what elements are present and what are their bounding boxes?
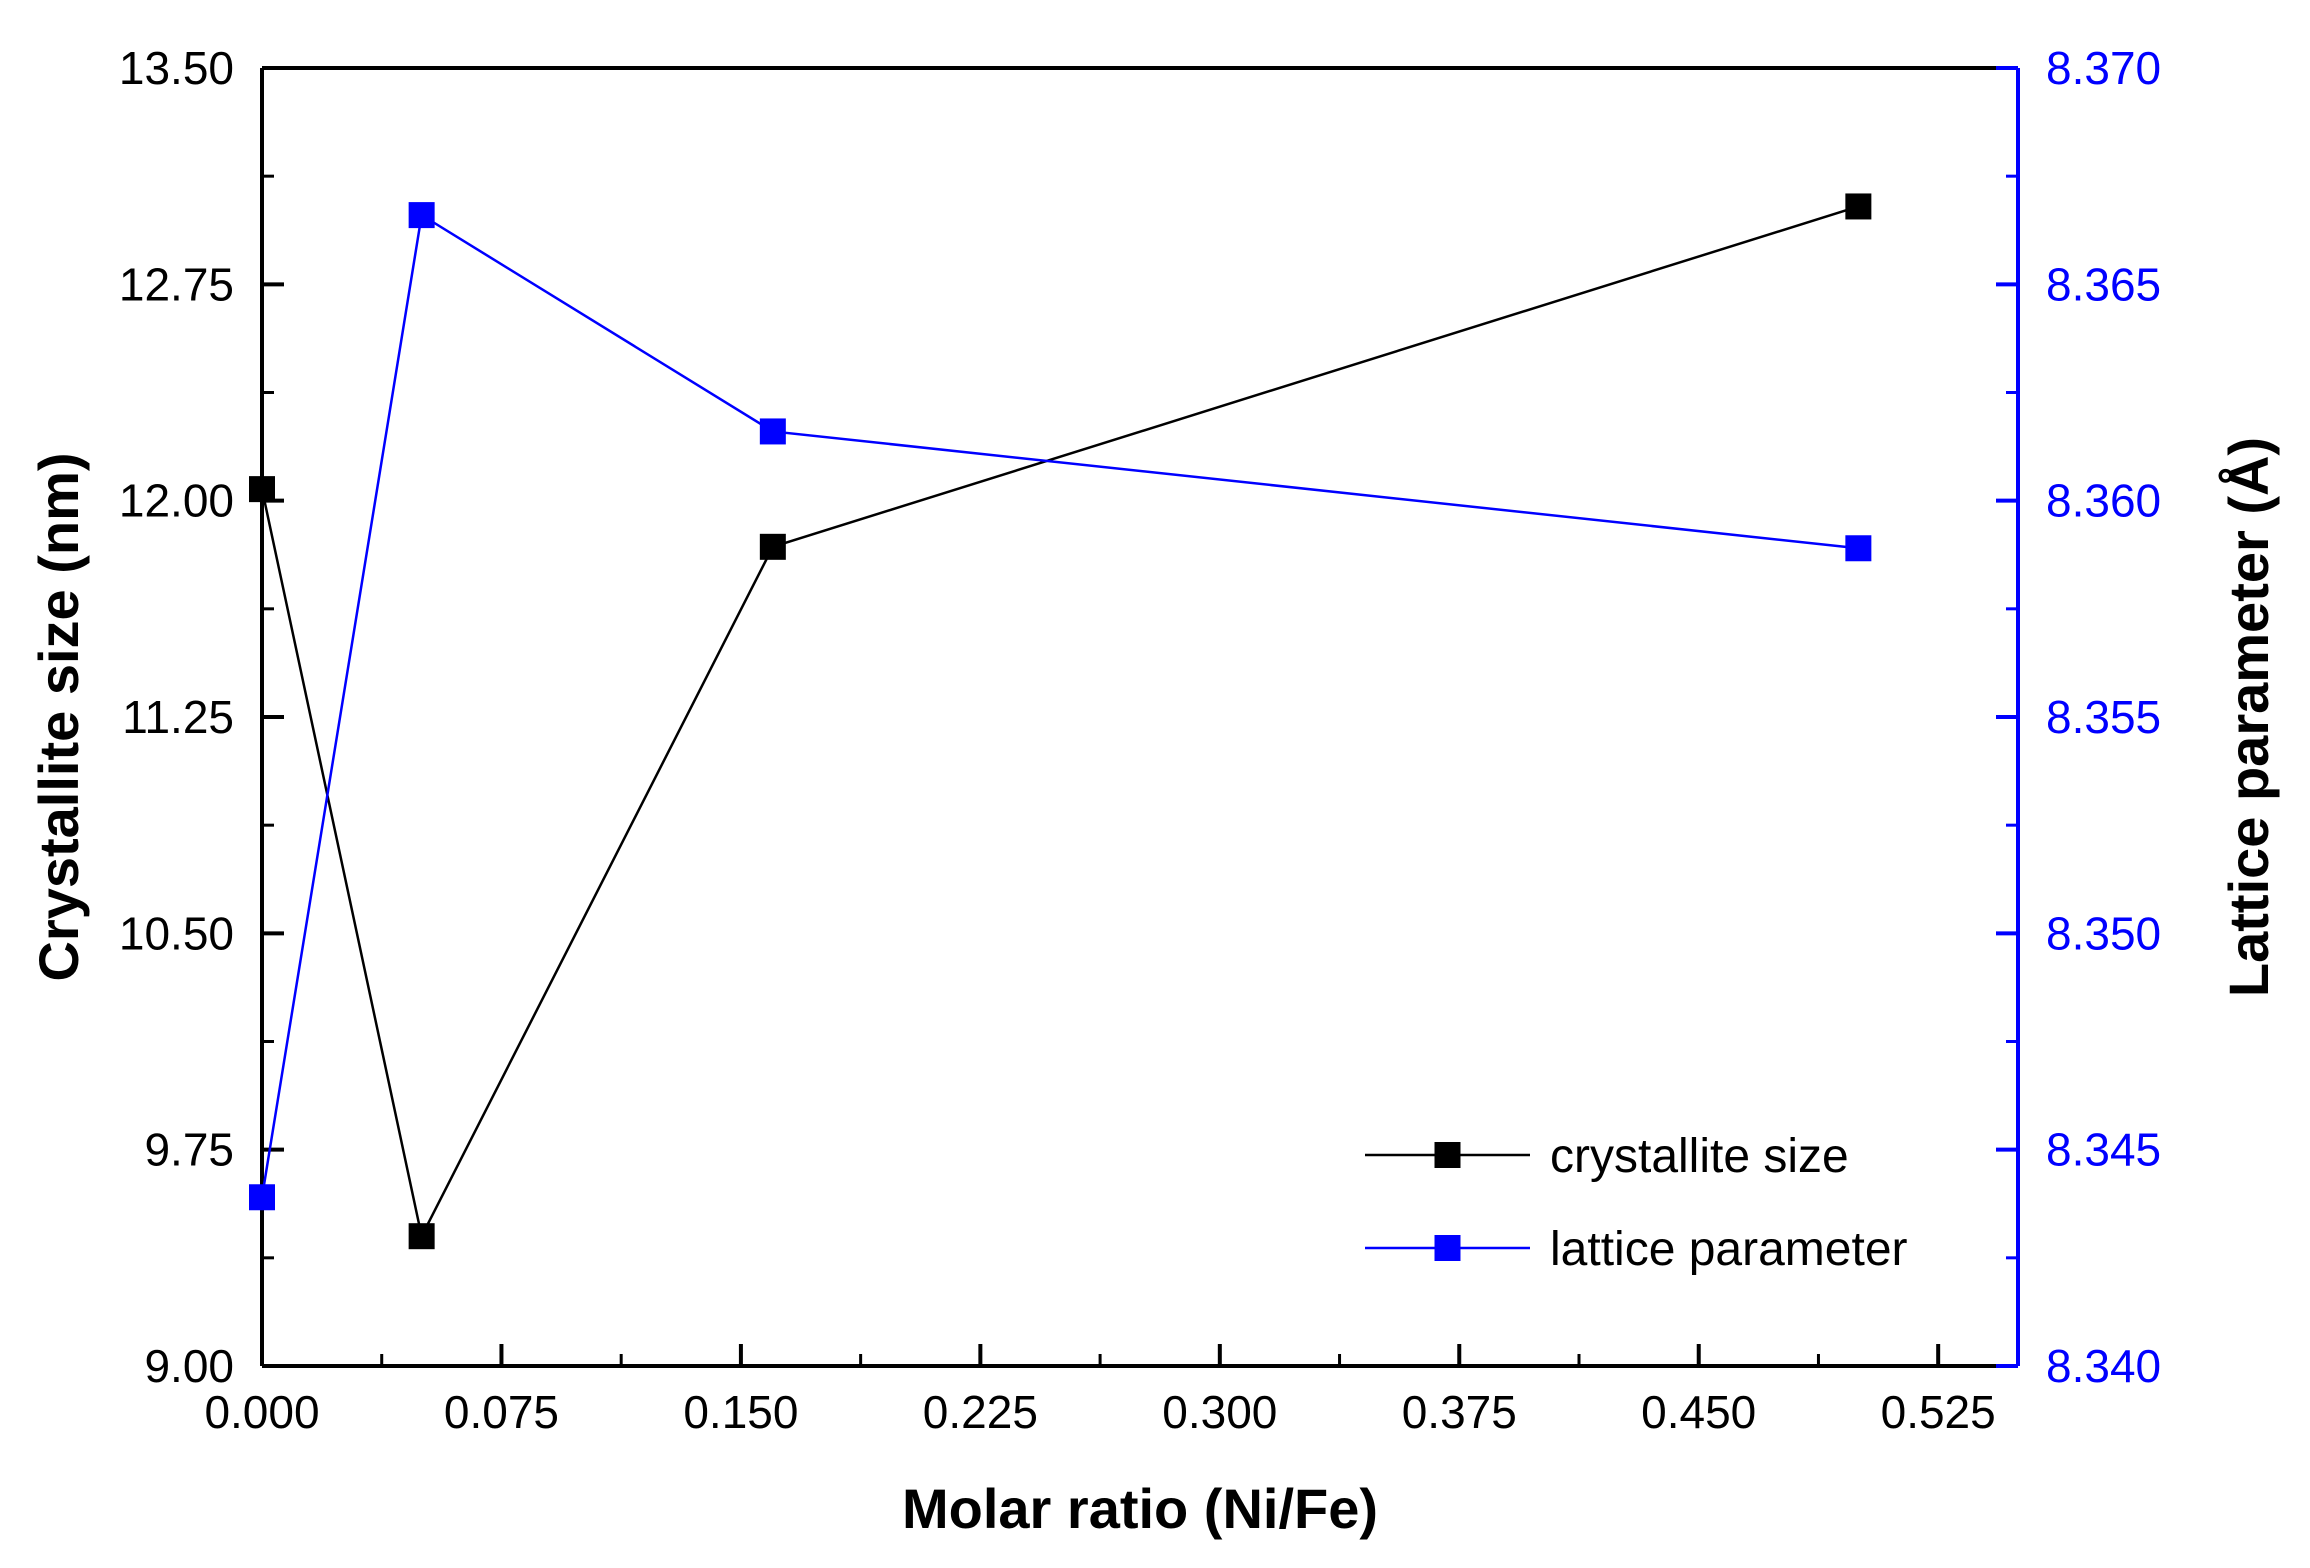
- legend-item-lattice-parameter: lattice parameter: [1365, 1223, 1908, 1276]
- y-tick-label: 9.75: [144, 1124, 234, 1176]
- x-tick-label: 0.300: [1162, 1386, 1277, 1438]
- axes: 0.000 0.075 0.150 0.225 0.300 0.375 0.450 0.525…: [119, 42, 2161, 1438]
- data-point: [249, 1184, 275, 1211]
- legend: crystallite size lattice parameter: [1365, 1130, 1908, 1276]
- y-tick-label: 10.50: [119, 907, 234, 959]
- legend-item-crystallite-size: crystallite size: [1365, 1130, 1849, 1183]
- y2-tick-label: 8.345: [2046, 1124, 2161, 1176]
- y-axis-title: Crystallite size (nm): [27, 452, 90, 981]
- legend-marker: [1434, 1142, 1461, 1168]
- y2-tick-label: 8.340: [2046, 1340, 2161, 1392]
- data-point: [1845, 535, 1872, 562]
- x-tick-label: 0.375: [1402, 1386, 1517, 1438]
- x-tick-label: 0.225: [923, 1386, 1038, 1438]
- y2-tick-label: 8.365: [2046, 258, 2161, 310]
- x-tick-label: 0.000: [204, 1386, 319, 1438]
- data-point: [1845, 193, 1872, 220]
- x-tick-label: 0.450: [1641, 1386, 1756, 1438]
- data-point: [759, 418, 786, 445]
- data-point: [408, 202, 435, 229]
- x-tick-label: 0.525: [1881, 1386, 1996, 1438]
- y-tick-label: 9.00: [144, 1340, 234, 1392]
- series-crystallite-size: [249, 193, 1872, 1250]
- series-lattice-parameter: [249, 202, 1872, 1211]
- legend-label: lattice parameter: [1550, 1223, 1908, 1276]
- series-line: [260, 205, 1859, 1240]
- y2-axis-title: Lattice parameter (Å): [2217, 437, 2280, 997]
- y2-tick-label: 8.350: [2046, 907, 2161, 959]
- x-tick-label: 0.150: [683, 1386, 798, 1438]
- x-tick-label: 0.075: [444, 1386, 559, 1438]
- y-tick-label: 12.75: [119, 258, 234, 310]
- y2-tick-label: 8.355: [2046, 691, 2161, 743]
- x-axis-title: Molar ratio (Ni/Fe): [902, 1477, 1378, 1540]
- y2-tick-label: 8.360: [2046, 475, 2161, 527]
- data-point: [408, 1223, 435, 1250]
- legend-marker: [1434, 1235, 1461, 1261]
- y-tick-label: 12.00: [119, 475, 234, 527]
- series-line: [260, 213, 1859, 1198]
- y2-tick-label: 8.370: [2046, 42, 2161, 94]
- data-point: [249, 476, 275, 503]
- y-tick-label: 13.50: [119, 42, 234, 94]
- legend-label: crystallite size: [1550, 1130, 1849, 1183]
- series-layer: [249, 193, 1872, 1250]
- y-tick-label: 11.25: [122, 691, 234, 743]
- data-point: [759, 533, 786, 560]
